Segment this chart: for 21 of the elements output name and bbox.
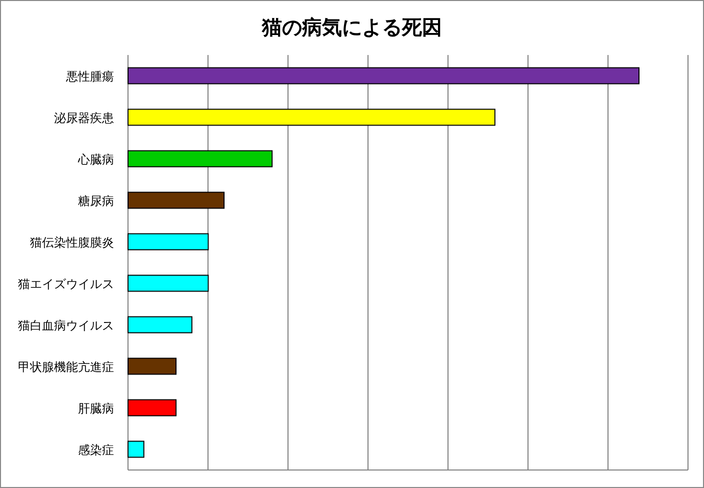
bar: [128, 316, 192, 334]
bar: [128, 150, 273, 168]
y-tick-label: 甲状腺機能亢進症: [18, 360, 114, 374]
y-tick-label: 肝臓病: [78, 401, 114, 416]
y-tick-label: 心臓病: [77, 152, 114, 166]
bar: [128, 274, 209, 292]
chart-title: 猫の病気による死因: [261, 15, 442, 39]
y-tick-label: 泌尿器疾患: [54, 110, 114, 125]
bar: [128, 67, 640, 84]
y-tick-label: 猫伝染性腹膜炎: [30, 235, 114, 250]
y-tick-label: 糖尿病: [78, 194, 114, 208]
bar: [128, 440, 144, 458]
y-tick-label: 猫エイズウイルス: [18, 276, 114, 291]
bar: [128, 108, 496, 126]
y-tick-label: 悪性腫瘍: [65, 69, 114, 84]
bar: [128, 192, 225, 209]
bar: [128, 399, 177, 416]
bar: [128, 233, 209, 250]
bar: [128, 358, 177, 375]
y-tick-label: 感染症: [78, 442, 114, 457]
y-tick-label: 猫白血病ウイルス: [18, 318, 114, 332]
